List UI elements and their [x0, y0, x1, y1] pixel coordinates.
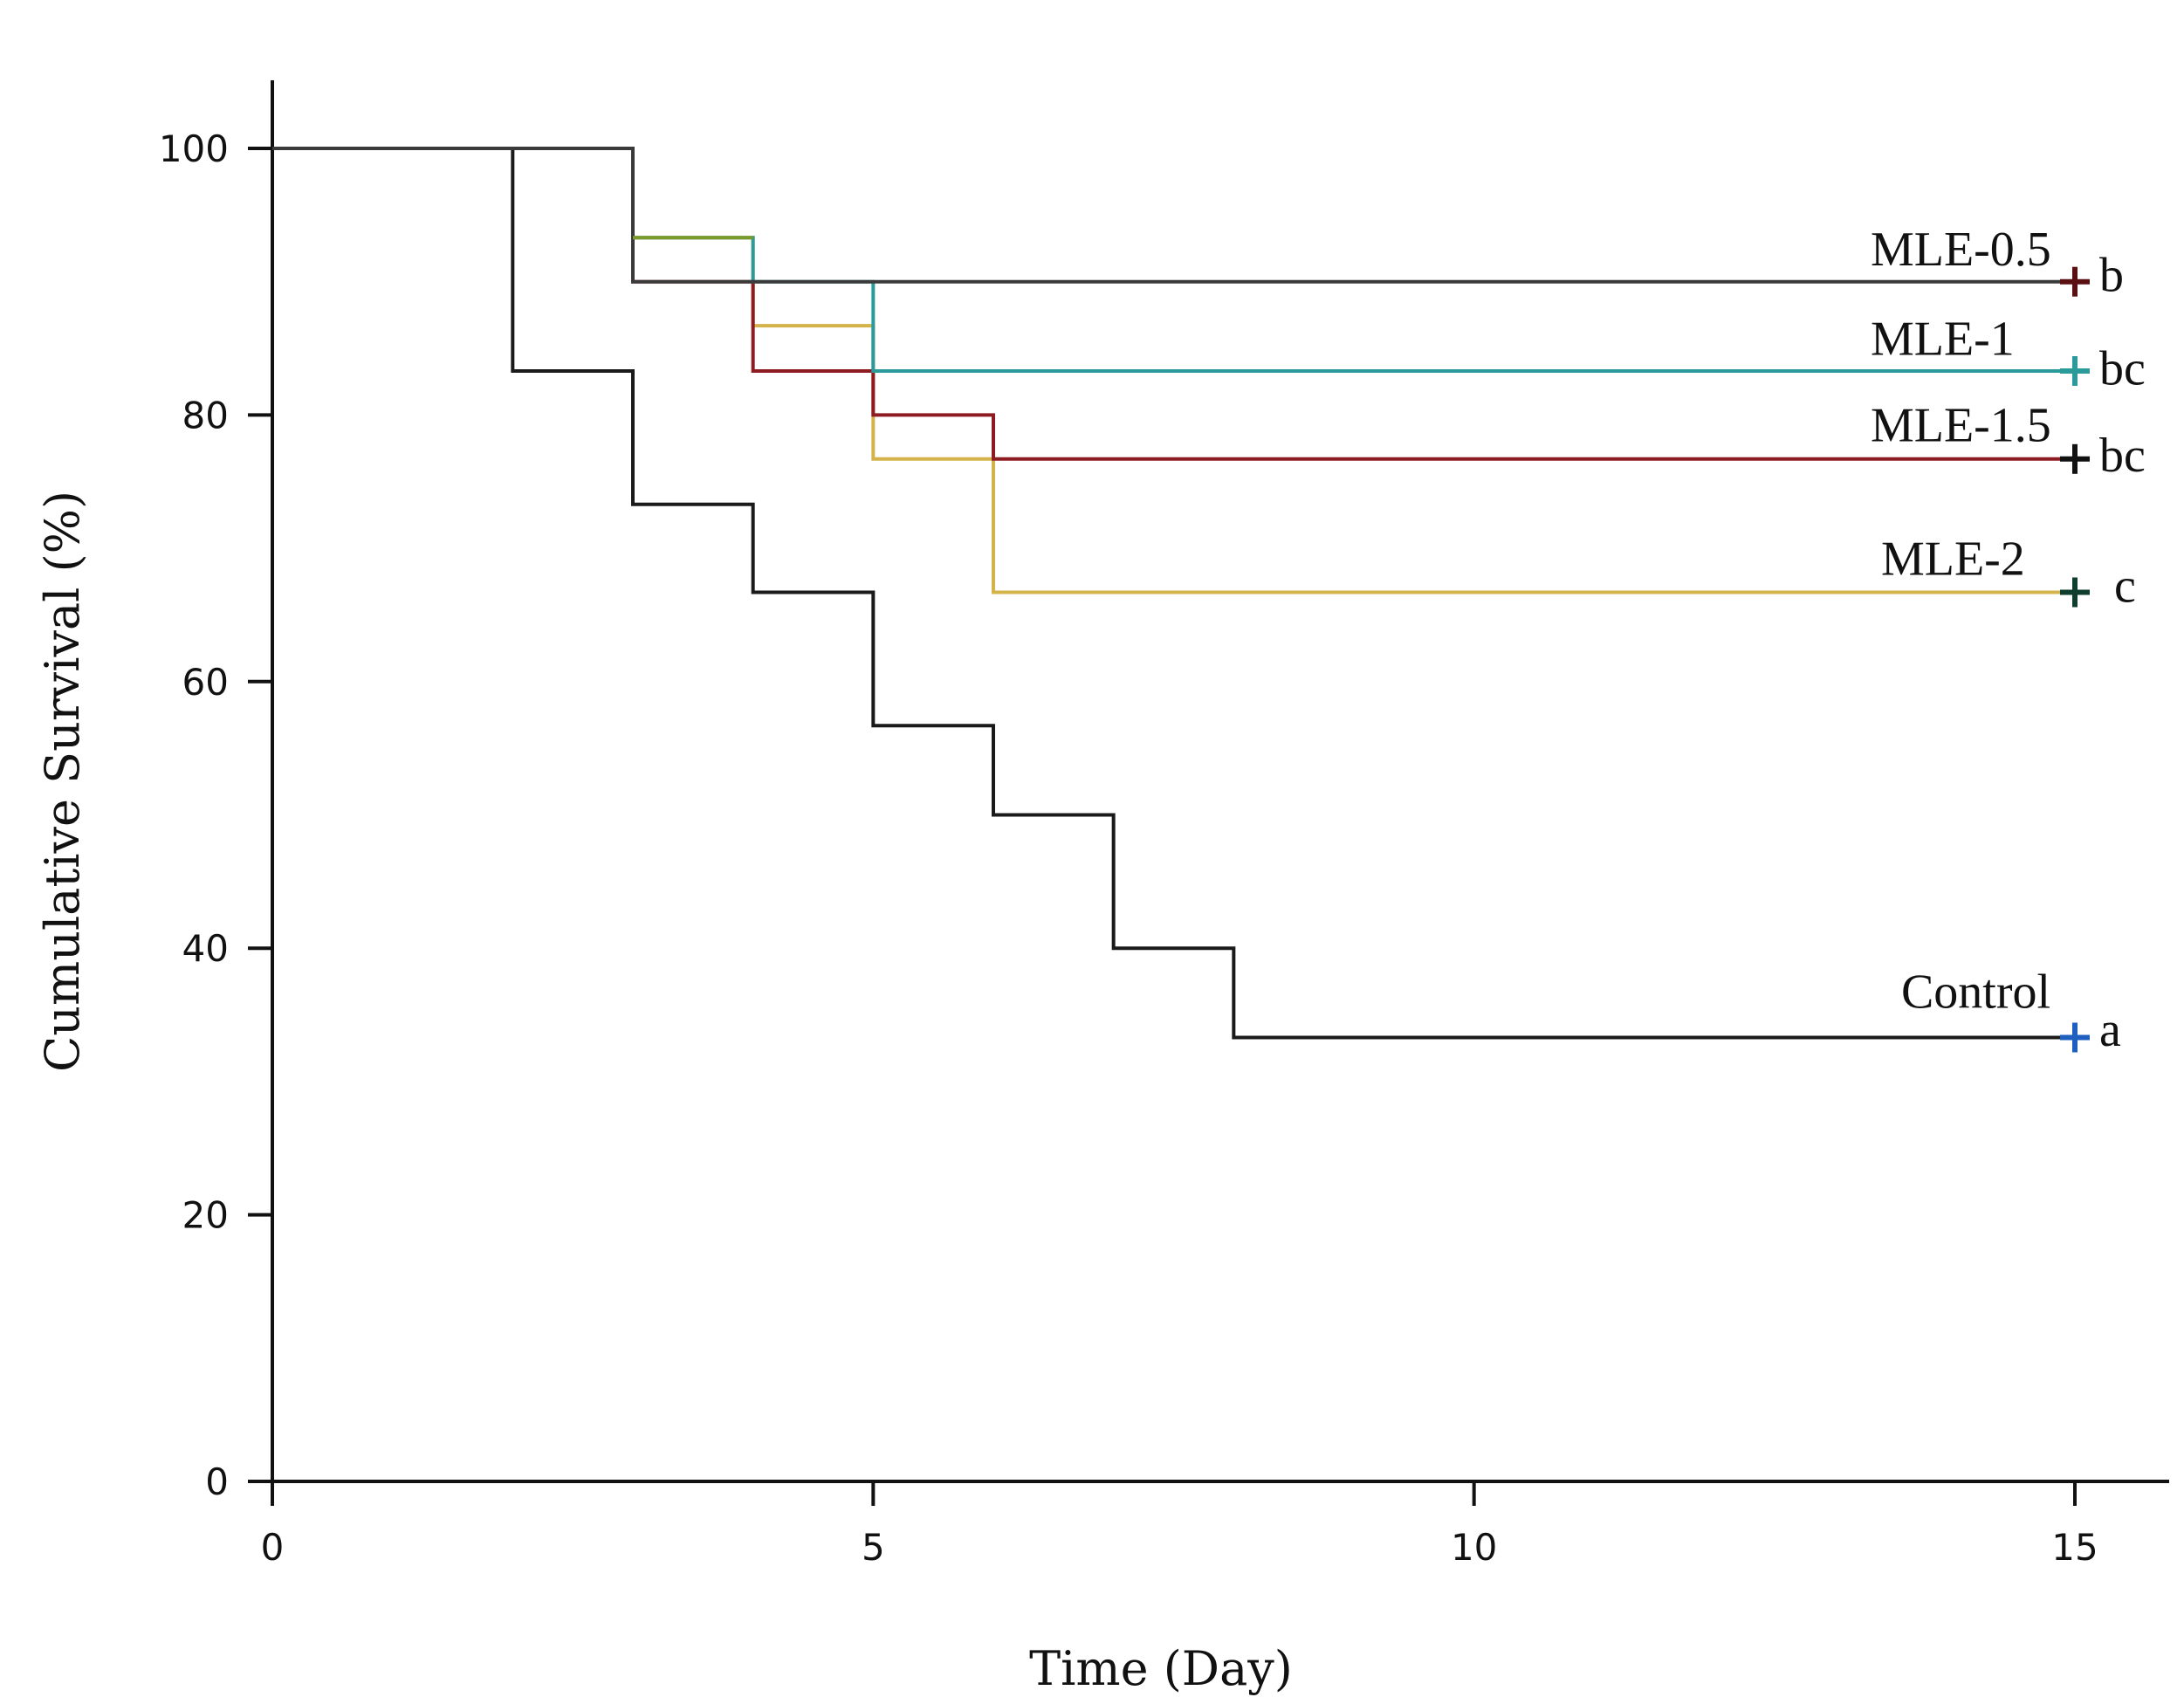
x-tick-label-0: 0 — [261, 1526, 285, 1569]
series-label-mle-2: MLE-2 — [1881, 532, 2025, 586]
y-tick-label-40: 40 — [182, 927, 229, 970]
chart-axes — [271, 80, 2169, 1483]
censor-mark-mle-1 — [2060, 356, 2090, 387]
x-axis-title: Time (Day) — [1029, 1641, 1293, 1696]
significance-label-mle-2: c — [2114, 559, 2136, 613]
series-label-mle-1-5: MLE-1.5 — [1871, 399, 2051, 453]
significance-label-mle-0-5: b — [2099, 249, 2124, 303]
censor-mark-control — [2060, 1022, 2090, 1053]
series-label-mle-1: MLE-1 — [1871, 312, 2015, 366]
series-line-mle-1 — [272, 147, 2075, 374]
series-line-mle-0-5 — [272, 147, 2075, 284]
censor-mark-mle-2 — [2060, 577, 2090, 608]
y-tick-label-0: 0 — [205, 1460, 229, 1503]
x-tick-label-5: 5 — [862, 1526, 885, 1569]
series-line-mle-1-5 — [272, 147, 2075, 461]
x-tick-label-10: 10 — [1451, 1526, 1497, 1569]
y-tick-label-60: 60 — [182, 661, 229, 704]
x-tick-label-15: 15 — [2051, 1526, 2098, 1569]
y-axis-title: Cumulative Survival (%) — [35, 491, 90, 1072]
significance-label-mle-1: bc — [2099, 342, 2146, 396]
series-lines — [272, 147, 2075, 1040]
censor-marks — [2060, 266, 2090, 1053]
series-label-mle-0-5: MLE-0.5 — [1871, 223, 2051, 277]
series-label-control: Control — [1901, 965, 2050, 1020]
series-labels: Control a MLE-2 c MLE-1.5 bc MLE-1 bc MLE-0.5 b — [1871, 223, 2146, 1057]
censor-mark-mle-1-5 — [2060, 443, 2090, 474]
y-tick-label-100: 100 — [159, 127, 229, 170]
y-tick-label-20: 20 — [182, 1194, 229, 1237]
censor-mark-mle-0-5 — [2060, 266, 2090, 297]
significance-label-control: a — [2099, 1003, 2121, 1057]
significance-label-mle-1-5: bc — [2099, 429, 2146, 483]
series-line-control — [272, 147, 2075, 1040]
y-tick-label-80: 80 — [182, 394, 229, 436]
axis-ticks: 0 20 40 60 80 100 0 5 10 15 — [159, 127, 2098, 1569]
